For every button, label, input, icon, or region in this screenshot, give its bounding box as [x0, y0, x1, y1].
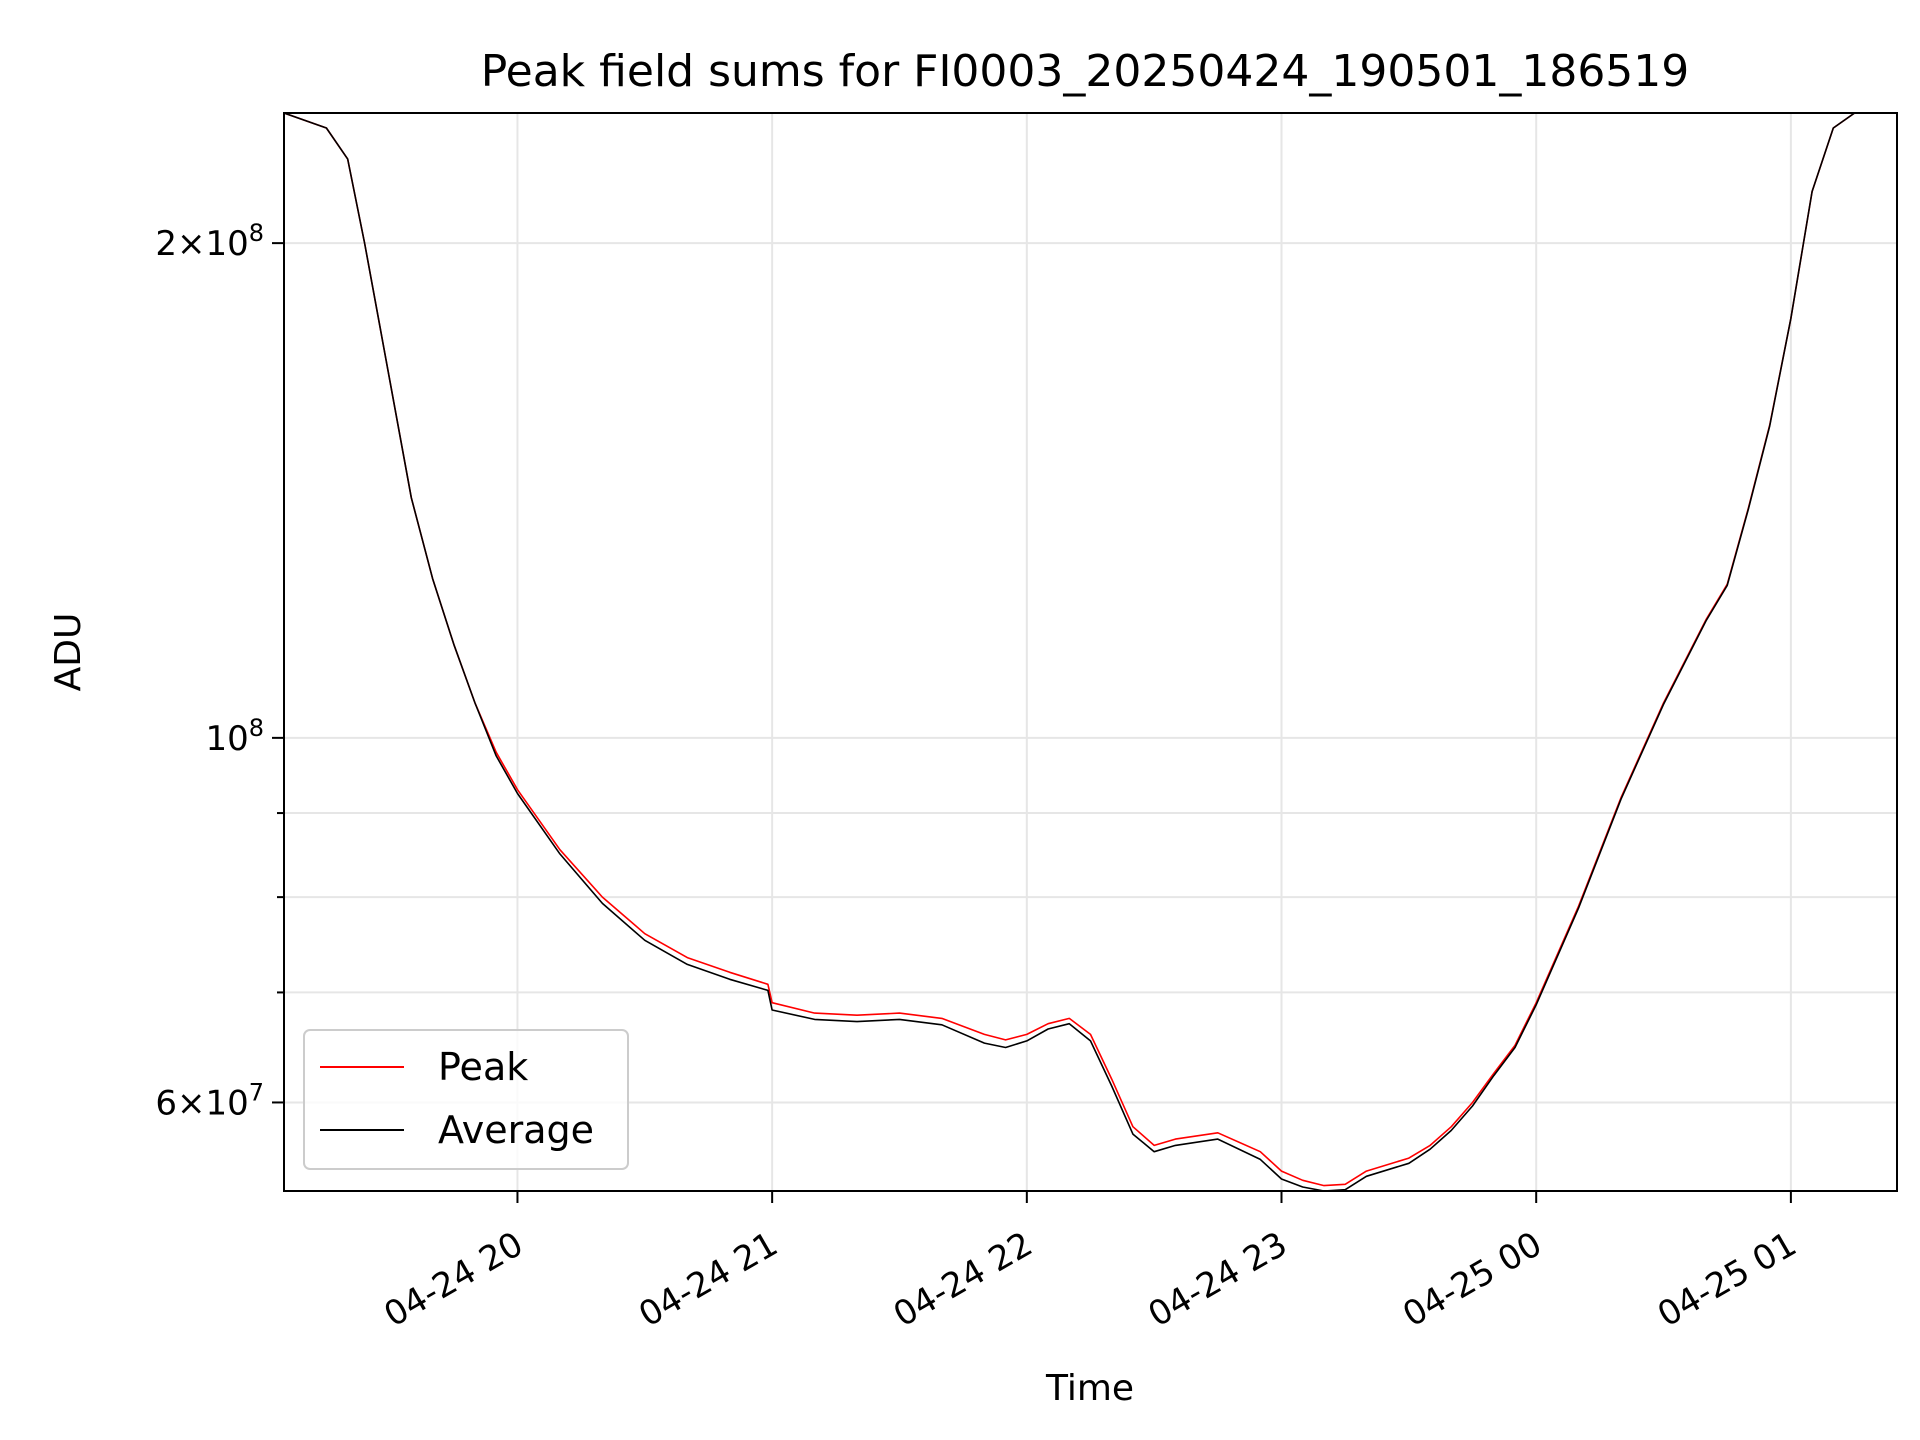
- chart-title: Peak field sums for FI0003_20250424_1905…: [481, 46, 1690, 97]
- legend-label-peak: Peak: [438, 1045, 528, 1089]
- legend-label-average: Average: [438, 1108, 594, 1152]
- grid: [284, 113, 1897, 1191]
- y-tick-label: 108: [205, 714, 264, 759]
- legend-box: [303, 1029, 629, 1170]
- y-axis-label: ADU: [48, 613, 89, 692]
- plot-series: [284, 113, 1897, 1191]
- x-axis-label: Time: [1045, 1368, 1134, 1409]
- series-line-average: [284, 113, 1897, 1191]
- y-tick-label: 6×107: [155, 1078, 264, 1123]
- plot-frame: [283, 112, 1898, 1192]
- y-axis-ticks: 2×108 108 6×107: [155, 219, 284, 1123]
- legend: Peak Average: [303, 1029, 629, 1170]
- y-tick-label: 2×108: [155, 219, 264, 264]
